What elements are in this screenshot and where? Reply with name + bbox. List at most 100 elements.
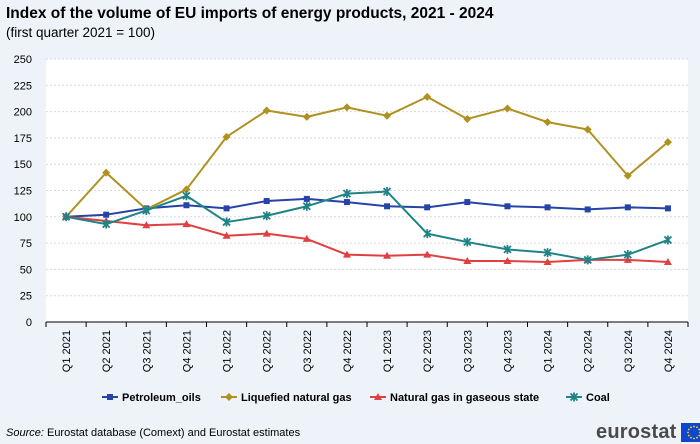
legend-label-petroleum-oils: Petroleum_oils: [122, 392, 201, 404]
x-tick-label: Q4 2024: [663, 330, 675, 372]
data-point-natural-gas-in-gaseous-state: [302, 234, 311, 242]
x-tick-label: Q3 2024: [623, 330, 635, 372]
data-point-liquefied-natural-gas: [222, 132, 231, 141]
data-point-liquefied-natural-gas: [302, 112, 311, 121]
eu-flag-icon: [680, 423, 700, 442]
flag-star: [697, 434, 700, 437]
data-point-coal: [543, 248, 552, 258]
source-note: Source: Eurostat database (Comext) and E…: [6, 427, 300, 439]
data-point-liquefied-natural-gas: [543, 118, 552, 127]
data-point-coal: [463, 237, 472, 247]
eurostat-logo: eurostat: [596, 421, 700, 444]
x-tick-label: Q2 2021: [101, 330, 113, 372]
x-tick-label: Q1 2021: [61, 330, 73, 372]
data-point-natural-gas-in-gaseous-state: [543, 258, 552, 266]
data-point-liquefied-natural-gas: [583, 125, 592, 134]
data-point-natural-gas-in-gaseous-state: [663, 258, 672, 266]
series-line-liquefied-natural-gas: [65, 95, 669, 218]
data-point-natural-gas-in-gaseous-state: [623, 255, 632, 263]
data-point-petroleum-oils: [624, 204, 631, 211]
x-tick-label: Q2 2023: [422, 330, 434, 372]
legend-marker-coal: [569, 392, 579, 402]
x-tick-label: Q3 2021: [141, 330, 153, 372]
source-label: Source:: [6, 427, 44, 439]
chart-title: Index of the volume of EU imports of ene…: [6, 5, 494, 22]
data-point-coal: [583, 255, 592, 265]
data-point-coal: [142, 205, 151, 215]
data-point-liquefied-natural-gas: [503, 104, 512, 113]
data-point-petroleum-oils: [263, 198, 270, 205]
legend-label-natural-gas-in-gaseous-state: Natural gas in gaseous state: [390, 392, 539, 404]
flag-star: [687, 434, 690, 437]
x-tick-label: Q1 2024: [543, 330, 555, 372]
flag-star: [686, 431, 689, 434]
legend-label-coal: Coal: [586, 392, 610, 404]
data-point-liquefied-natural-gas: [623, 171, 632, 180]
y-tick-label: 50: [20, 264, 32, 276]
logo-text: eurostat: [596, 421, 677, 443]
data-point-coal: [503, 244, 512, 254]
data-point-petroleum-oils: [343, 199, 350, 206]
flag-star: [689, 426, 692, 429]
x-tick-label: Q3 2023: [462, 330, 474, 372]
data-point-coal: [423, 229, 432, 239]
data-point-petroleum-oils: [103, 211, 110, 218]
series-line-coal: [65, 190, 669, 261]
data-point-liquefied-natural-gas: [463, 114, 472, 123]
data-point-natural-gas-in-gaseous-state: [182, 220, 191, 228]
data-point-coal: [262, 211, 271, 221]
data-point-coal: [182, 191, 191, 201]
data-point-coal: [663, 235, 673, 245]
data-point-natural-gas-in-gaseous-state: [262, 229, 271, 237]
y-tick-label: 25: [20, 291, 32, 303]
y-tick-label: 250: [14, 54, 32, 66]
legend-marker-natural-gas-in-gaseous-state: [374, 393, 382, 400]
data-point-liquefied-natural-gas: [182, 185, 191, 194]
data-point-petroleum-oils: [664, 205, 671, 212]
data-point-liquefied-natural-gas: [342, 103, 351, 112]
data-point-coal: [222, 217, 231, 227]
y-tick-label: 125: [14, 186, 32, 198]
x-tick-label: Q2 2024: [583, 330, 595, 372]
x-tick-label: Q1 2022: [222, 330, 234, 372]
legend-marker-petroleum-oils: [107, 394, 113, 400]
flag-star: [687, 428, 690, 431]
data-point-natural-gas-in-gaseous-state: [463, 256, 472, 264]
data-point-natural-gas-in-gaseous-state: [222, 231, 231, 239]
y-tick-label: 175: [14, 133, 32, 145]
flag-star: [695, 436, 698, 439]
data-point-petroleum-oils: [303, 195, 310, 202]
y-tick-label: 75: [20, 238, 32, 250]
source-text: Eurostat database (Comext) and Eurostat …: [43, 427, 301, 439]
legend-marker-liquefied-natural-gas: [225, 393, 233, 401]
data-point-petroleum-oils: [223, 205, 230, 212]
data-point-natural-gas-in-gaseous-state: [342, 250, 351, 258]
data-point-petroleum-oils: [584, 206, 591, 213]
flag-field: [680, 423, 700, 442]
data-point-liquefied-natural-gas: [383, 111, 392, 120]
y-tick-label: 100: [14, 212, 32, 224]
data-point-petroleum-oils: [424, 204, 431, 211]
x-tick-label: Q3 2022: [302, 330, 314, 372]
data-point-natural-gas-in-gaseous-state: [423, 250, 432, 258]
data-point-coal: [342, 189, 352, 199]
data-point-coal: [102, 219, 111, 229]
data-point-petroleum-oils: [504, 203, 511, 210]
data-point-liquefied-natural-gas: [663, 138, 672, 147]
series-line-petroleum-oils: [66, 197, 668, 218]
series-line-natural-gas-in-gaseous-state: [65, 215, 668, 264]
flag-star: [697, 428, 700, 431]
x-tick-label: Q4 2021: [181, 330, 193, 372]
chart-subtitle: (first quarter 2021 = 100): [6, 25, 155, 40]
flag-star: [692, 425, 695, 428]
data-point-petroleum-oils: [544, 204, 551, 211]
data-point-liquefied-natural-gas: [423, 92, 432, 101]
legend-label-liquefied-natural-gas: Liquefied natural gas: [241, 392, 352, 404]
data-point-petroleum-oils: [183, 202, 190, 209]
x-tick-label: Q1 2023: [382, 330, 394, 372]
flag-star: [692, 437, 695, 440]
y-tick-label: 200: [14, 107, 32, 119]
y-tick-label: 0: [26, 317, 32, 329]
